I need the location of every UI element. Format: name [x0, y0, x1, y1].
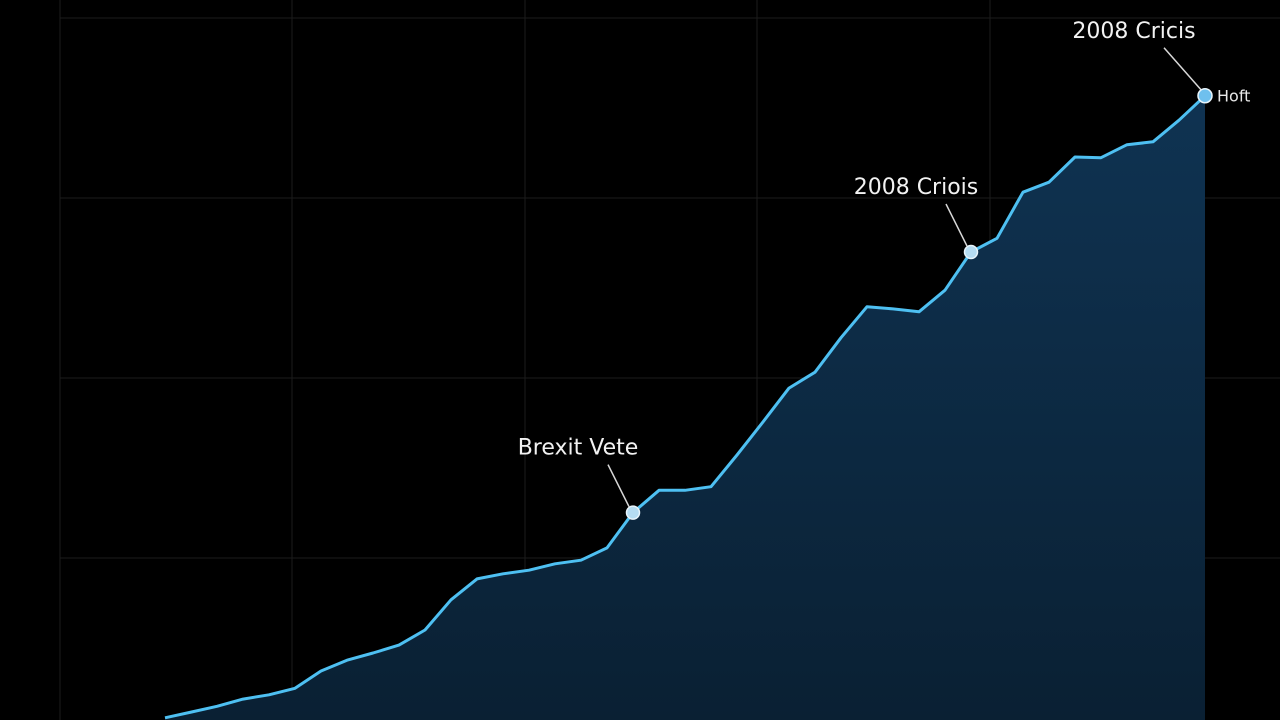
- annotation: 2008 Criois: [854, 175, 979, 200]
- leader-line: [945, 203, 968, 247]
- end-label: Hoft: [1217, 86, 1250, 105]
- marker: [1197, 88, 1213, 104]
- marker: [625, 505, 641, 520]
- leader-line: [607, 464, 630, 507]
- area: [165, 95, 1205, 720]
- leader-line: [1163, 47, 1202, 91]
- annotation: Brexit Vete: [518, 436, 639, 461]
- annotation: 2008 Cricis: [1072, 19, 1195, 44]
- line: [164, 94, 1207, 720]
- marker: [963, 244, 979, 260]
